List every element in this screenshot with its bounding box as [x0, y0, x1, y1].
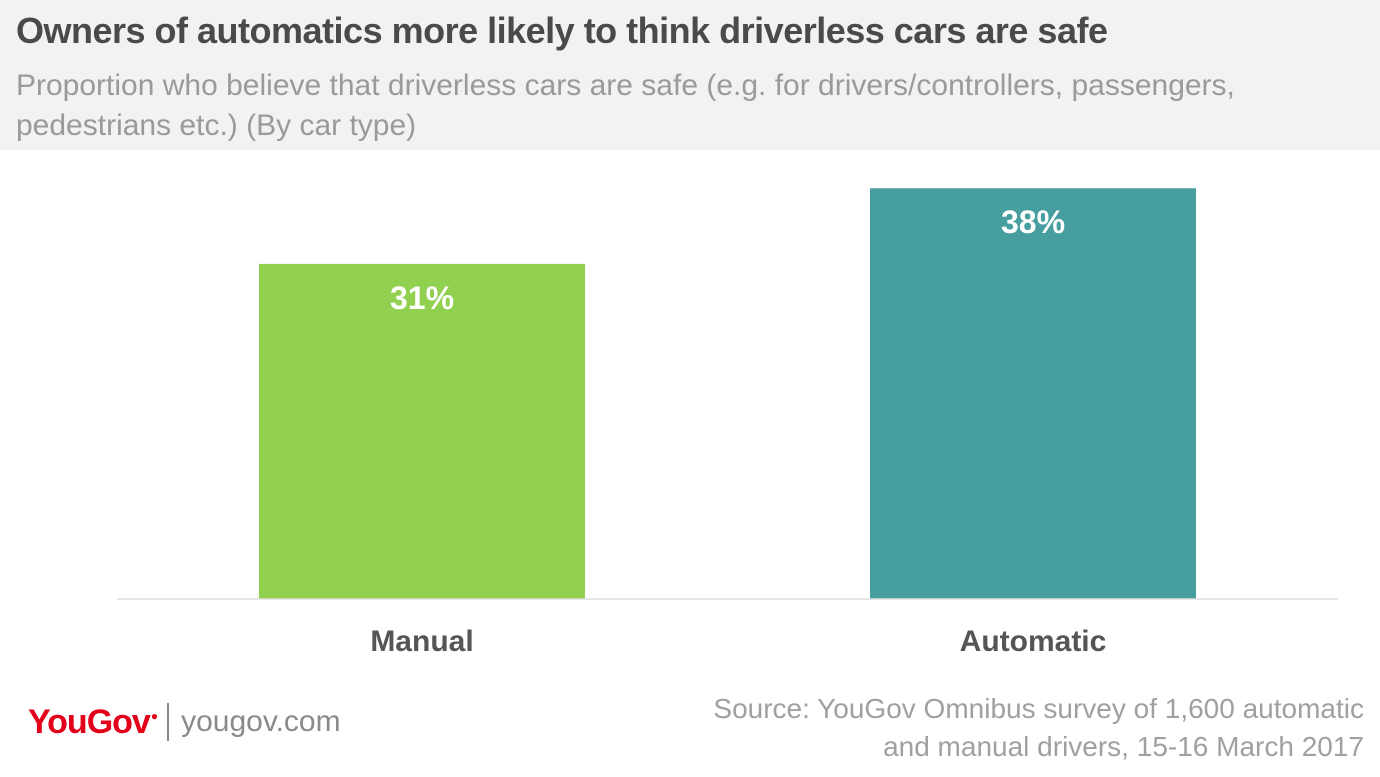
- yougov-logo: YouGov●: [28, 702, 158, 741]
- chart-title: Owners of automatics more likely to thin…: [16, 10, 1108, 51]
- source-note: Source: YouGov Omnibus survey of 1,600 a…: [464, 690, 1364, 766]
- bar-automatic: [870, 188, 1196, 599]
- brand-block: YouGov● yougov.com: [28, 700, 341, 744]
- chart-subtitle: Proportion who believe that driverless c…: [16, 69, 1235, 142]
- source-line-1: Source: YouGov Omnibus survey of 1,600 a…: [713, 693, 1364, 724]
- bar-manual: [259, 263, 585, 599]
- website-link[interactable]: yougov.com: [181, 705, 341, 738]
- chart-header: Owners of automatics more likely to thin…: [0, 0, 1380, 150]
- category-label-manual: Manual: [370, 625, 473, 658]
- value-label-automatic: 38%: [1001, 204, 1065, 240]
- value-label-manual: 31%: [390, 280, 454, 316]
- brand-divider: [167, 703, 170, 741]
- category-label-automatic: Automatic: [960, 625, 1107, 658]
- source-line-2: and manual drivers, 15-16 March 2017: [883, 731, 1364, 762]
- bars-group: 31% Manual 38% Automatic: [259, 188, 1196, 658]
